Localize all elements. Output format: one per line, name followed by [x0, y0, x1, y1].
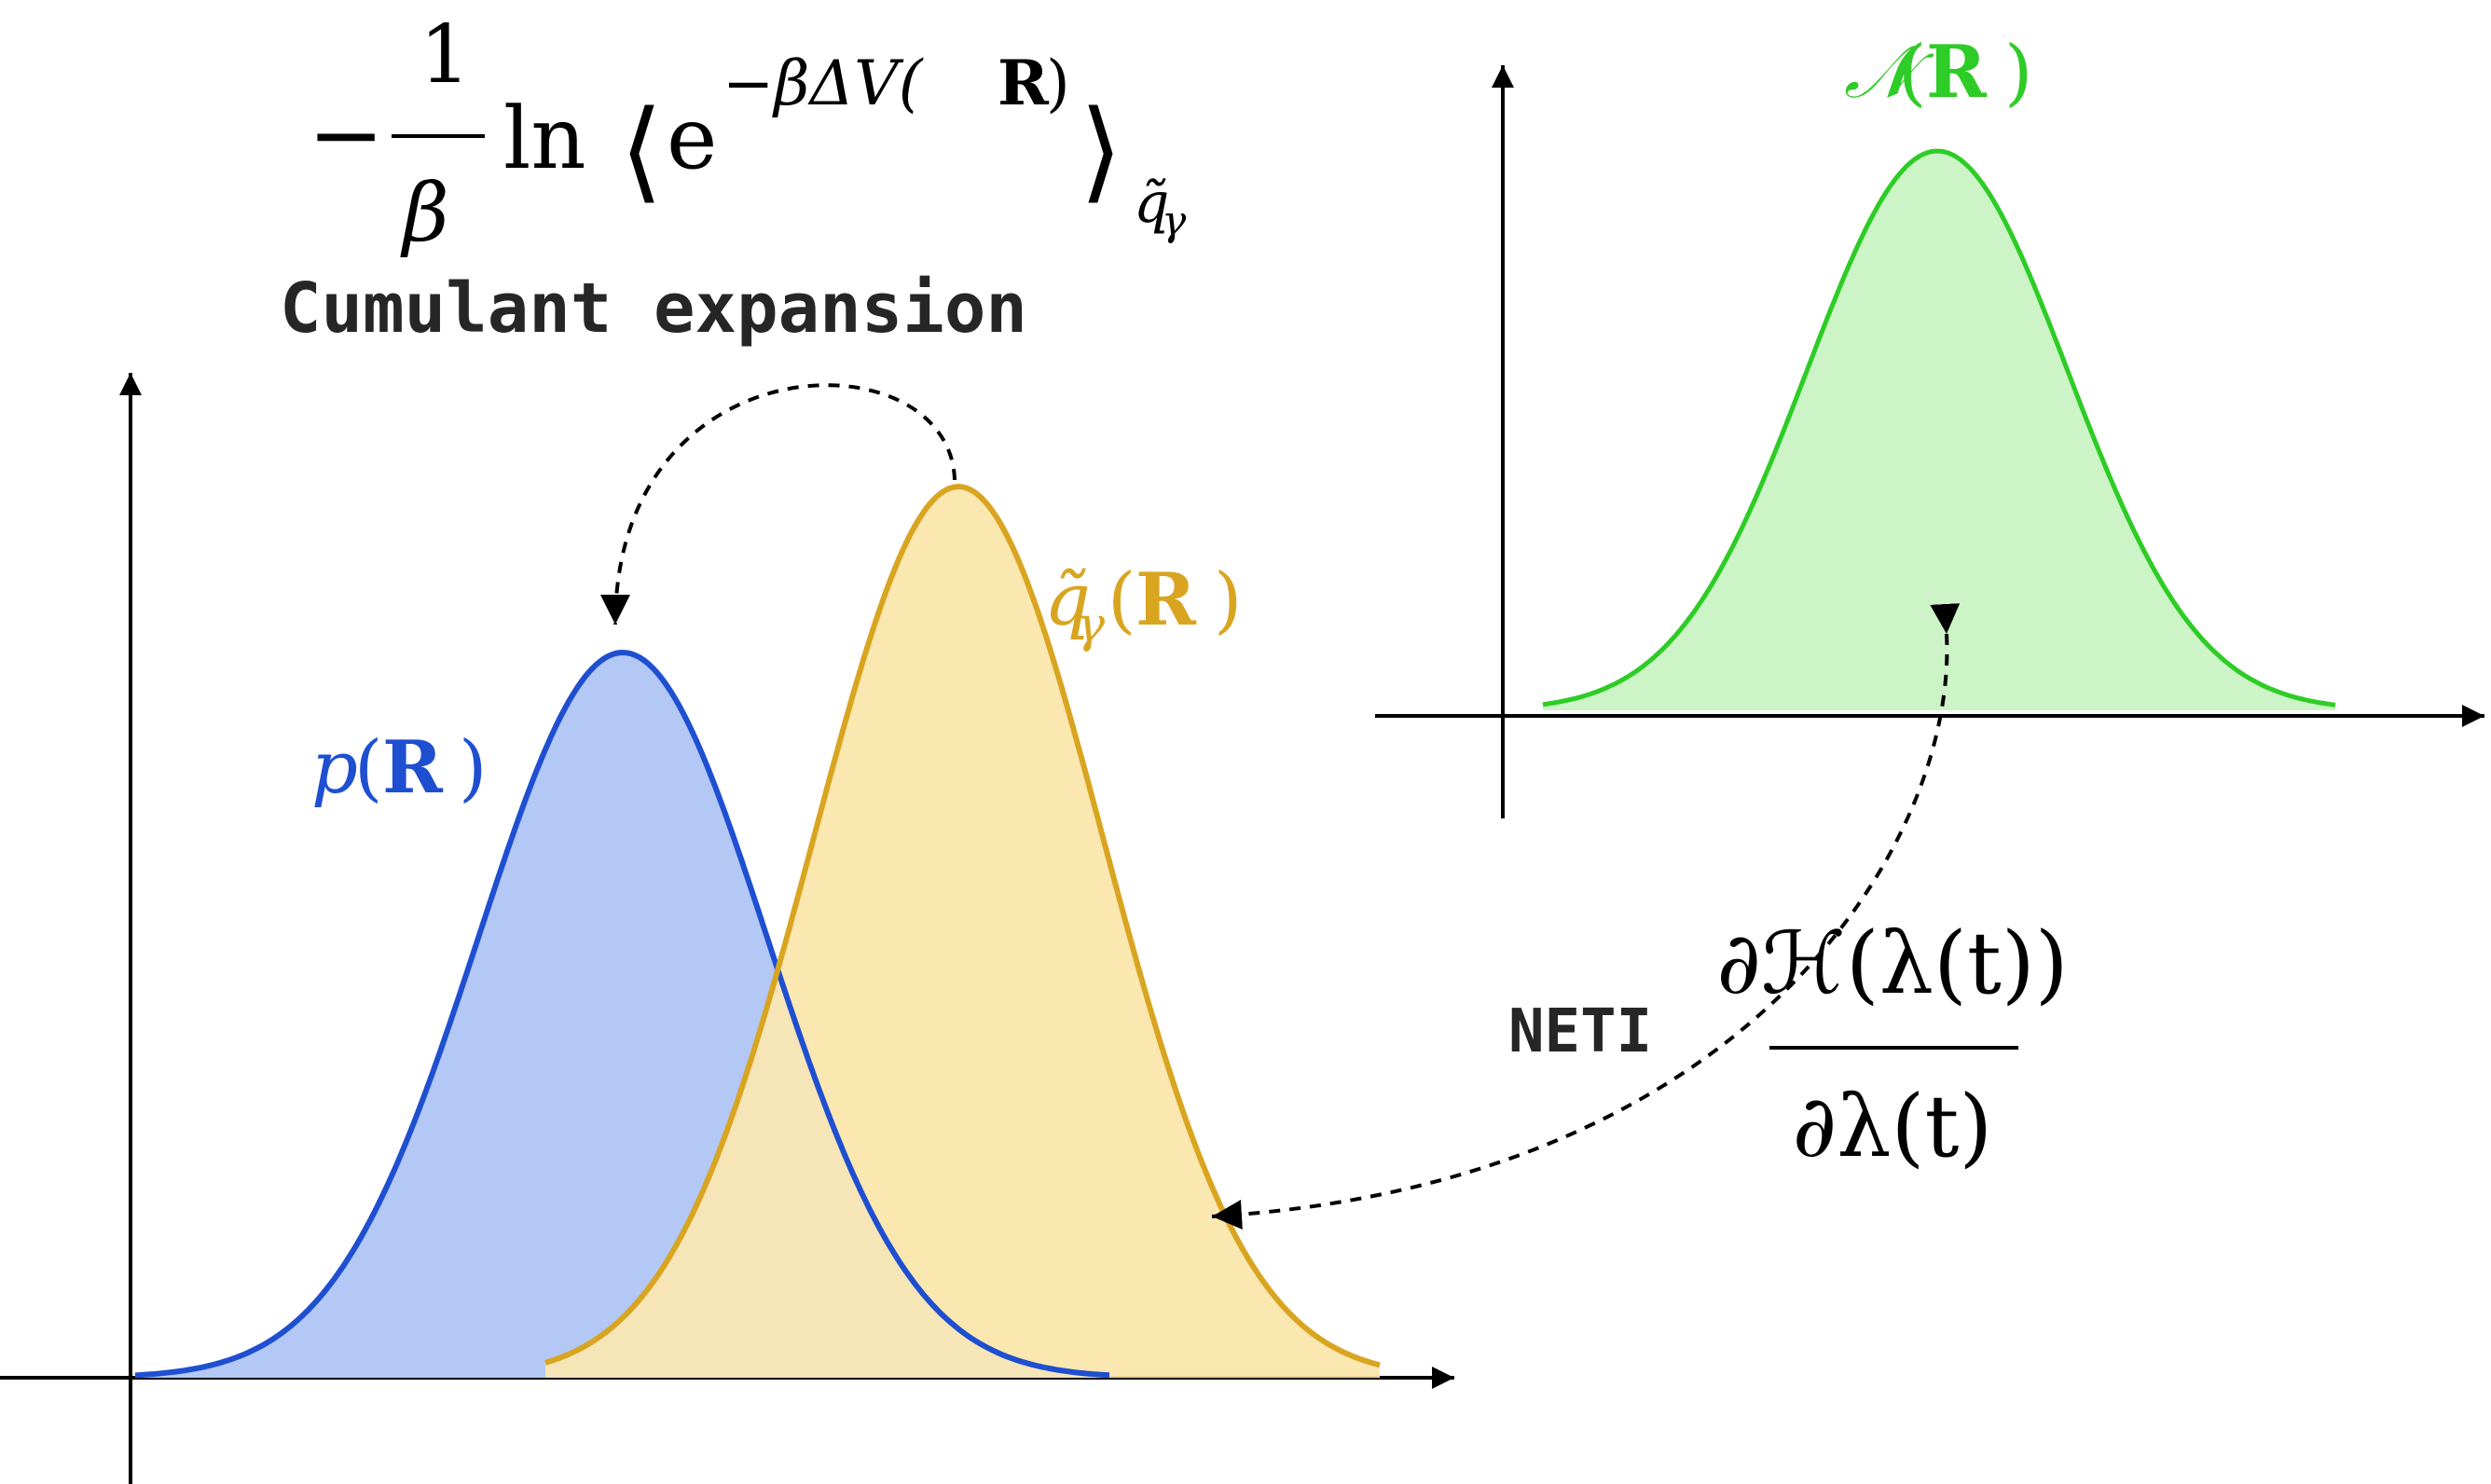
n-label-close: ): [2004, 31, 2032, 115]
formula-ln: ln: [503, 89, 586, 188]
formula-right-angle: ⟩: [1080, 86, 1122, 214]
n-label: 𝒩 ( R ): [1844, 30, 2032, 115]
formula-exponent-r: R: [998, 47, 1050, 119]
q-label-close: ): [1214, 558, 1242, 642]
right-formula-numerator: ∂ℋ(λ(t)): [1716, 914, 2068, 1013]
p-label-open: (: [354, 726, 382, 810]
top-formula: − 1 β ln ⟨ e −βΔV( R ) ⟩ q̃ γ: [308, 8, 1187, 260]
formula-den: β: [400, 167, 449, 260]
q-label: q̃ γ ( R ): [1044, 557, 1242, 653]
q-label-r: R: [1135, 557, 1197, 642]
right-formula-denominator: ∂λ(t): [1793, 1077, 1993, 1176]
n-label-open: (: [1898, 31, 1926, 115]
cumulant-label: Cumulant expansion: [280, 268, 1027, 349]
formula-exponent: −βΔV(: [723, 48, 924, 119]
p-distribution-line: [134, 649, 1110, 1379]
p-label: p ( R ): [311, 725, 487, 810]
formula-subscript-gamma: γ: [1162, 198, 1187, 245]
q-label-q: q̃: [1044, 558, 1091, 642]
formula-base: e: [667, 89, 717, 188]
p-distribution-fill: [135, 653, 1109, 1378]
formula-num: 1: [420, 8, 471, 102]
overlap-blend: [545, 973, 1109, 1378]
q-distribution-line: [544, 483, 1381, 1368]
q-label-sub: γ: [1076, 598, 1106, 653]
n-distribution-fill: [1543, 151, 2335, 711]
neti-label: NETI: [1508, 997, 1652, 1066]
n-label-r: R: [1926, 30, 1988, 115]
p-label-p: p: [311, 726, 358, 810]
formula-minus: −: [308, 82, 384, 188]
formula-left-angle: ⟨: [620, 86, 663, 214]
p-label-r: R: [382, 725, 444, 810]
formula-subscript: q̃: [1134, 171, 1169, 236]
right-formula: ∂ℋ(λ(t)) ∂λ(t): [1716, 914, 2068, 1176]
q-label-open: (: [1108, 558, 1135, 642]
formula-exponent-close: ): [1046, 48, 1070, 119]
p-label-close: ): [459, 726, 487, 810]
